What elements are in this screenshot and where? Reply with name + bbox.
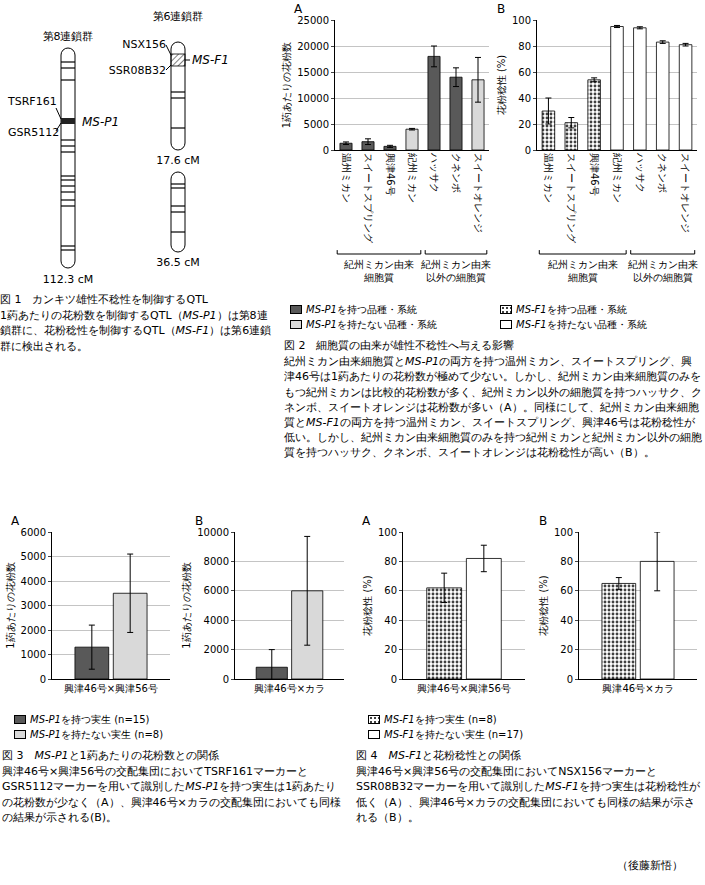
html-text:興津46号×興津56号の交配集団においてNSX156マーカー: 興津46号×興津56号の交配集団においてNSX156マーカーとSSR08B32マ… [356, 765, 700, 824]
svg-text:紀州ミカン由来以外の細胞質: 紀州ミカン由来以外の細胞質 [421, 259, 491, 283]
svg-text:8000: 8000 [204, 556, 229, 567]
svg-text:B: B [195, 514, 203, 528]
svg-text:第8連鎖群: 第8連鎖群 [43, 30, 94, 43]
html-text:MS-P1を持つ品種・系統: MS-P1を持つ品種・系統 [306, 304, 417, 315]
svg-text:クネンボ: クネンボ [451, 153, 462, 193]
svg-text:紀州ミカン由来細胞質: 紀州ミカン由来細胞質 [344, 259, 414, 283]
svg-text:スイートスプリング: スイートスプリング [566, 153, 577, 244]
svg-text:15000: 15000 [297, 67, 329, 78]
svg-text:B: B [539, 514, 547, 528]
svg-text:SSR08B32: SSR08B32 [109, 64, 166, 77]
svg-text:60: 60 [518, 67, 531, 78]
svg-text:1葯あたりの花粉数: 1葯あたりの花粉数 [281, 42, 292, 128]
svg-text:10000: 10000 [297, 93, 329, 104]
svg-text:40: 40 [518, 93, 531, 104]
svg-text:紀州ミカン由来以外の細胞質: 紀州ミカン由来以外の細胞質 [628, 259, 698, 283]
svg-text:温州ミカン: 温州ミカン [341, 153, 352, 203]
svg-text:0: 0 [567, 674, 573, 685]
svg-text:興津46号: 興津46号 [385, 153, 396, 196]
svg-text:0: 0 [223, 674, 229, 685]
svg-text:3000: 3000 [21, 600, 46, 611]
svg-text:60: 60 [384, 585, 397, 596]
svg-text:100: 100 [554, 527, 573, 538]
svg-text:6000: 6000 [204, 585, 229, 596]
html-text:MS-F1を持つ実生 (n=8): MS-F1を持つ実生 (n=8) [384, 714, 497, 725]
svg-text:80: 80 [560, 556, 573, 567]
svg-text:4000: 4000 [21, 576, 46, 587]
svg-text:第6連鎖群: 第6連鎖群 [153, 10, 204, 23]
html-text:MS-F1を持つ品種・系統: MS-F1を持つ品種・系統 [516, 304, 627, 315]
svg-text:10000: 10000 [197, 527, 229, 538]
svg-text:5000: 5000 [304, 119, 329, 130]
html-text:図 4 MS-F1と花粉稔性との関係: 図 4 MS-F1と花粉稔性との関係 [356, 749, 522, 762]
svg-text:スイートオレンジ: スイートオレンジ [680, 153, 691, 233]
svg-text:興津46号: 興津46号 [589, 153, 600, 196]
svg-text:40: 40 [384, 615, 397, 626]
svg-text:0: 0 [323, 145, 329, 156]
svg-text:花粉稔性 (%): 花粉稔性 (%) [496, 55, 507, 116]
svg-text:ハッサク: ハッサク [635, 152, 646, 193]
svg-text:興津46号×興津56号: 興津46号×興津56号 [64, 683, 158, 694]
svg-text:花粉稔性 (%): 花粉稔性 (%) [538, 575, 549, 636]
html-text:紀州ミカン由来細胞質とMS-P1の両方を持つ温州ミカン、スイ: 紀州ミカン由来細胞質とMS-P1の両方を持つ温州ミカン、スイートスプリング、興津… [284, 355, 702, 460]
svg-text:興津46号×カラ: 興津46号×カラ [602, 683, 673, 694]
svg-text:B: B [497, 2, 505, 16]
svg-text:MS-F1: MS-F1 [192, 53, 229, 67]
html-text:1葯あたりの花粉数を制御するQTL（MS-P1）は第8連鎖群: 1葯あたりの花粉数を制御するQTL（MS-P1）は第8連鎖群に、花粉稔性を制御す… [0, 309, 272, 353]
html-text:MS-F1を持たない実生 (n=17): MS-F1を持たない実生 (n=17) [384, 729, 524, 740]
svg-text:2000: 2000 [21, 625, 46, 636]
svg-text:スイートオレンジ: スイートオレンジ [473, 153, 484, 233]
svg-text:ハッサク: ハッサク [429, 152, 440, 193]
svg-text:0: 0 [525, 145, 531, 156]
svg-text:100: 100 [512, 15, 531, 26]
svg-text:25000: 25000 [297, 15, 329, 26]
html-text:MS-P1を持たない品種・系統: MS-P1を持たない品種・系統 [306, 319, 437, 330]
html-text:（後藤新悟）: （後藤新悟） [617, 859, 683, 872]
svg-text:2000: 2000 [204, 644, 229, 655]
svg-text:4000: 4000 [204, 615, 229, 626]
svg-text:興津46号×興津56号: 興津46号×興津56号 [417, 683, 511, 694]
html-text:図 2 細胞質の由来が雄性不稔性へ与える影響: 図 2 細胞質の由来が雄性不稔性へ与える影響 [284, 339, 515, 352]
svg-text:5000: 5000 [21, 551, 46, 562]
svg-text:MS-P1: MS-P1 [82, 115, 119, 129]
html-text:MS-P1を持たない実生 (n=8): MS-P1を持たない実生 (n=8) [30, 729, 163, 740]
svg-text:GSR5112: GSR5112 [8, 126, 59, 139]
svg-text:紀州ミカン: 紀州ミカン [407, 153, 418, 203]
svg-text:60: 60 [560, 585, 573, 596]
svg-text:A: A [11, 514, 20, 528]
svg-text:1000: 1000 [21, 649, 46, 660]
html-text:MS-P1を持つ実生 (n=15): MS-P1を持つ実生 (n=15) [30, 714, 150, 725]
svg-text:6000: 6000 [21, 527, 46, 538]
svg-text:NSX156: NSX156 [122, 38, 166, 51]
svg-text:20: 20 [518, 119, 531, 130]
svg-text:温州ミカン: 温州ミカン [543, 153, 554, 203]
svg-text:TSRF161: TSRF161 [7, 95, 57, 108]
svg-text:紀州ミカン由来細胞質: 紀州ミカン由来細胞質 [548, 259, 618, 283]
svg-text:0: 0 [391, 674, 397, 685]
html-text:MS-F1を持たない品種・系統: MS-F1を持たない品種・系統 [516, 319, 647, 330]
html-text:図 3 MS-P1と1葯あたりの花粉数との関係: 図 3 MS-P1と1葯あたりの花粉数との関係 [2, 749, 219, 762]
svg-text:1葯あたりの花粉数: 1葯あたりの花粉数 [5, 562, 16, 648]
svg-text:20: 20 [384, 644, 397, 655]
svg-text:112.3 cM: 112.3 cM [43, 273, 94, 286]
html-text:興津46号×興津56号の交配集団においてTSRF161マーカ: 興津46号×興津56号の交配集団においてTSRF161マーカーとGSR5112マ… [2, 765, 341, 824]
svg-text:40: 40 [560, 615, 573, 626]
svg-text:80: 80 [384, 556, 397, 567]
svg-text:20: 20 [560, 644, 573, 655]
svg-text:A: A [362, 514, 371, 528]
svg-text:20000: 20000 [297, 41, 329, 52]
svg-text:興津46号×カラ: 興津46号×カラ [254, 683, 325, 694]
svg-text:80: 80 [518, 41, 531, 52]
svg-text:A: A [294, 2, 303, 16]
svg-text:36.5 cM: 36.5 cM [156, 256, 200, 269]
svg-text:1葯あたりの花粉数: 1葯あたりの花粉数 [181, 562, 192, 648]
svg-text:100: 100 [378, 527, 397, 538]
svg-text:花粉稔性 (%): 花粉稔性 (%) [362, 575, 373, 636]
html-text:図 1 カンキツ雄性不稔性を制御するQTL: 図 1 カンキツ雄性不稔性を制御するQTL [0, 293, 208, 306]
svg-text:0: 0 [40, 674, 46, 685]
svg-text:17.6 cM: 17.6 cM [156, 154, 200, 167]
svg-text:クネンボ: クネンボ [657, 153, 668, 193]
svg-text:スイートスプリング: スイートスプリング [363, 153, 374, 244]
svg-text:紀州ミカン: 紀州ミカン [612, 153, 623, 203]
